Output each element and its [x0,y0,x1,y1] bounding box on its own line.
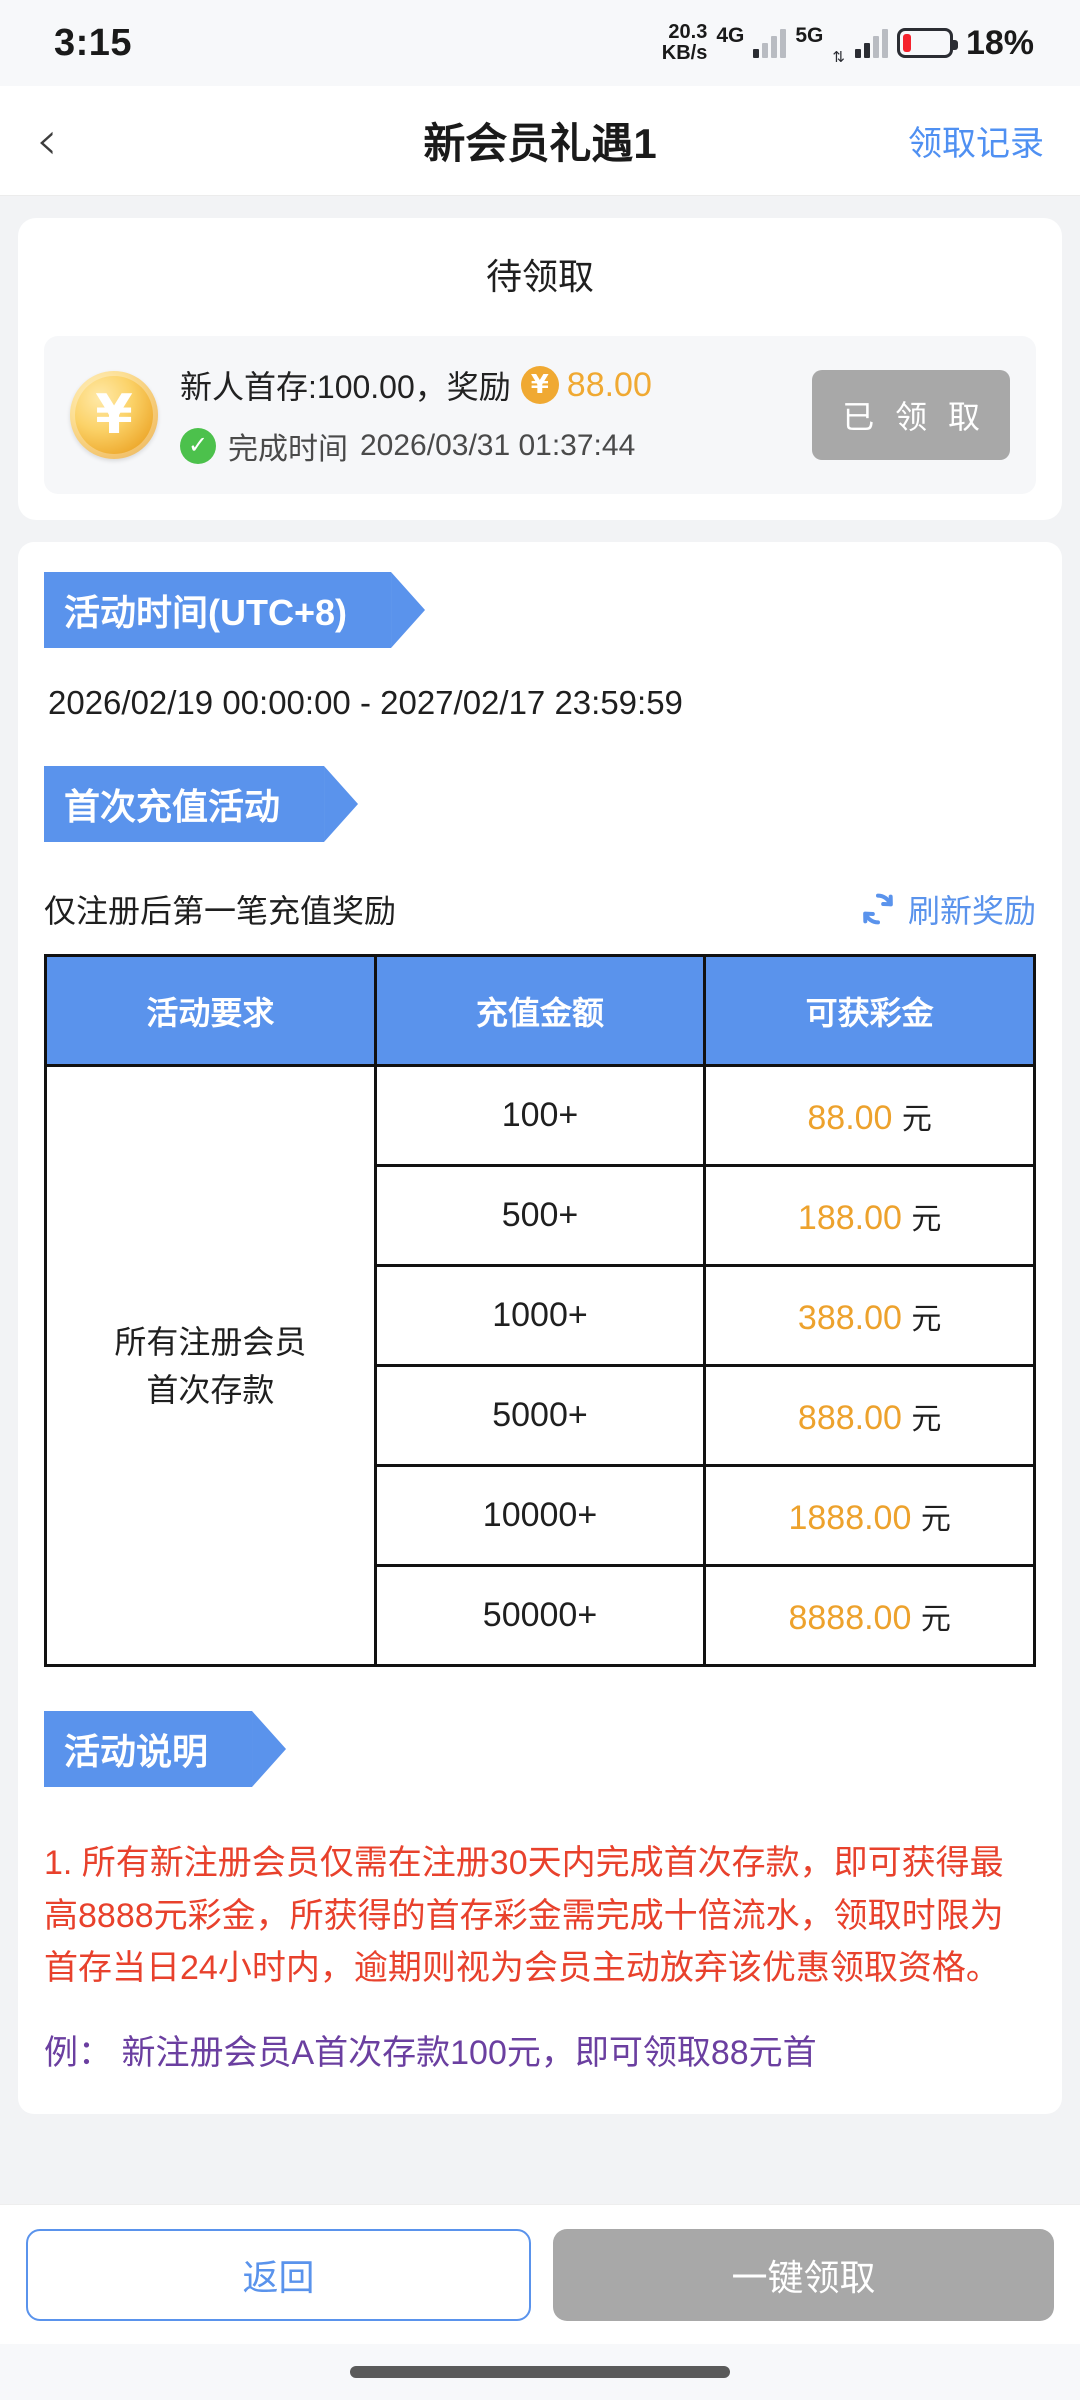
network-speed-value: 20.3 [668,21,708,43]
refresh-icon [863,893,893,925]
network-type-5g: 5G [795,24,824,47]
battery-percent: 18% [965,23,1034,62]
yen-coin-icon: ¥ [70,371,158,459]
promo-bonus-unit: 元 [911,1202,942,1236]
promo-bonus-value: 1888.00 [788,1498,912,1537]
activity-time-banner: 活动时间(UTC+8) [44,572,392,648]
promo-bonus-unit: 元 [911,1302,942,1336]
chevron-left-icon[interactable]: ‹ [36,108,58,172]
signal-bars-icon-2 [854,28,888,58]
signal-bars-icon-1 [753,28,787,58]
promo-amount-cell: 5000+ [373,1364,707,1467]
status-bar-indicators: 20.3 KB/s 4G 5G ⇅ 18% [662,22,1034,66]
description-banner: 活动说明 [44,1711,253,1787]
claim-history-link[interactable]: 领取记录 [908,125,1044,163]
claim-complete-time: 2026/03/31 01:37:44 [360,429,636,462]
claim-card: 待领取 ¥ 新人首存:100.00，奖励 ¥ 88.00 ✓ 完成时间 2026… [18,218,1062,520]
navigation-bar: ‹ 新会员礼遇1 领取记录 [0,86,1080,196]
promo-bonus-cell: 88.00 元 [703,1064,1036,1167]
promo-th-amount: 充值金额 [373,954,707,1067]
promo-bonus-cell: 388.00 元 [703,1264,1036,1367]
home-indicator[interactable] [350,2366,730,2378]
battery-icon [896,28,958,58]
table-row: 50000+ 8888.00 元 [46,1564,1036,1667]
table-row: 5000+ 888.00 元 [46,1364,1036,1467]
promo-amount-cell: 10000+ [373,1464,707,1567]
promo-bonus-value: 888.00 [797,1398,902,1437]
claim-all-button[interactable]: 一键领取 [553,2228,1054,2321]
promo-amount-cell: 50000+ [373,1564,707,1667]
first-deposit-subtitle: 仅注册后第一笔充值奖励 [44,893,397,929]
claim-row: ¥ 新人首存:100.00，奖励 ¥ 88.00 ✓ 完成时间 2026/03/… [44,336,1036,494]
promo-bonus-value: 8888.00 [788,1598,912,1637]
network-speed-unit: KB/s [661,42,708,64]
promo-bonus-cell: 188.00 元 [703,1164,1036,1267]
description-rule-1: 1. 所有新注册会员仅需在注册30天内完成首次存款，即可获得最高8888元彩金，… [44,1844,1004,1988]
promo-th-bonus: 可获彩金 [703,954,1036,1067]
promo-bonus-cell: 1888.00 元 [703,1464,1036,1567]
promo-bonus-unit: 元 [911,1402,942,1436]
activity-time-range: 2026/02/19 00:00:00 - 2027/02/17 23:59:5… [48,684,683,721]
activity-info-card: 活动时间(UTC+8) 2026/02/19 00:00:00 - 2027/0… [18,542,1062,2114]
bottom-action-bar: 返回 一键领取 [0,2204,1080,2344]
table-row: 10000+ 1888.00 元 [46,1464,1036,1567]
promo-bonus-unit: 元 [920,1502,951,1536]
promo-amount-cell: 500+ [373,1164,707,1267]
promo-th-requirement: 活动要求 [44,954,377,1067]
promo-bonus-value: 88.00 [807,1098,893,1137]
claim-complete-label: 完成时间 [228,433,348,466]
claim-deposit-text: 新人首存:100.00，奖励 [180,369,511,405]
claim-info: 新人首存:100.00，奖励 ¥ 88.00 ✓ 完成时间 2026/03/31… [180,362,776,468]
claim-deposit-line: 新人首存:100.00，奖励 ¥ 88.00 [180,362,776,408]
description-body: 1. 所有新注册会员仅需在注册30天内完成首次存款，即可获得最高8888元彩金，… [44,1837,1036,2080]
promo-requirement-line-2: 首次存款 [146,1371,275,1408]
table-row: 500+ 188.00 元 [46,1164,1036,1267]
table-row: 所有注册会员 首次存款 100+ 88.00 元 [44,1064,1036,1667]
table-row: 1000+ 388.00 元 [46,1264,1036,1367]
scroll-content[interactable]: 待领取 ¥ 新人首存:100.00，奖励 ¥ 88.00 ✓ 完成时间 2026… [0,196,1080,2204]
promo-bonus-unit: 元 [920,1602,951,1636]
description-example: 例： 新注册会员A首次存款100元，即可领取88元首 [44,2034,817,2073]
promo-bonus-unit: 元 [901,1102,932,1136]
promo-table-header-row: 活动要求 充值金额 可获彩金 [44,954,1036,1067]
back-button[interactable]: 返回 [26,2228,531,2321]
status-bar: 3:15 20.3 KB/s 4G 5G ⇅ 18% [0,0,1080,86]
refresh-reward-button[interactable]: 刷新奖励 [858,886,1036,932]
status-bar-time: 3:15 [54,21,133,64]
network-speed: 20.3 KB/s [662,22,708,64]
promo-bonus-cell: 8888.00 元 [703,1564,1036,1667]
promo-bonus-value: 188.00 [797,1198,902,1237]
claim-reward-amount: 88.00 [566,365,652,404]
claimed-button[interactable]: 已 领 取 [812,370,1010,460]
yen-badge-icon: ¥ [520,366,559,404]
claim-status-label: 待领取 [485,256,594,297]
first-deposit-banner: 首次充值活动 [44,766,325,842]
first-deposit-subrow: 仅注册后第一笔充值奖励 刷新奖励 [44,886,1036,932]
data-transfer-icon: ⇅ [832,49,845,66]
promo-requirement-cell: 所有注册会员 首次存款 [44,1064,377,1667]
promo-amount-cell: 100+ [373,1064,707,1167]
promo-bonus-cell: 888.00 元 [703,1364,1036,1467]
network-type-4g: 4G [716,24,745,47]
promo-bonus-value: 388.00 [797,1298,902,1337]
promo-table-body: 所有注册会员 首次存款 100+ 88.00 元 500+ 188.00 [44,1064,1036,1667]
check-circle-icon: ✓ [180,428,216,464]
promo-requirement-line-1: 所有注册会员 [114,1323,307,1360]
home-indicator-bar [0,2344,1080,2400]
promo-amount-cell: 1000+ [373,1264,707,1367]
refresh-reward-label: 刷新奖励 [907,893,1036,929]
promo-table: 活动要求 充值金额 可获彩金 所有注册会员 首次存款 100+ 88.00 [44,954,1036,1667]
claim-complete-line: ✓ 完成时间 2026/03/31 01:37:44 [180,424,776,468]
